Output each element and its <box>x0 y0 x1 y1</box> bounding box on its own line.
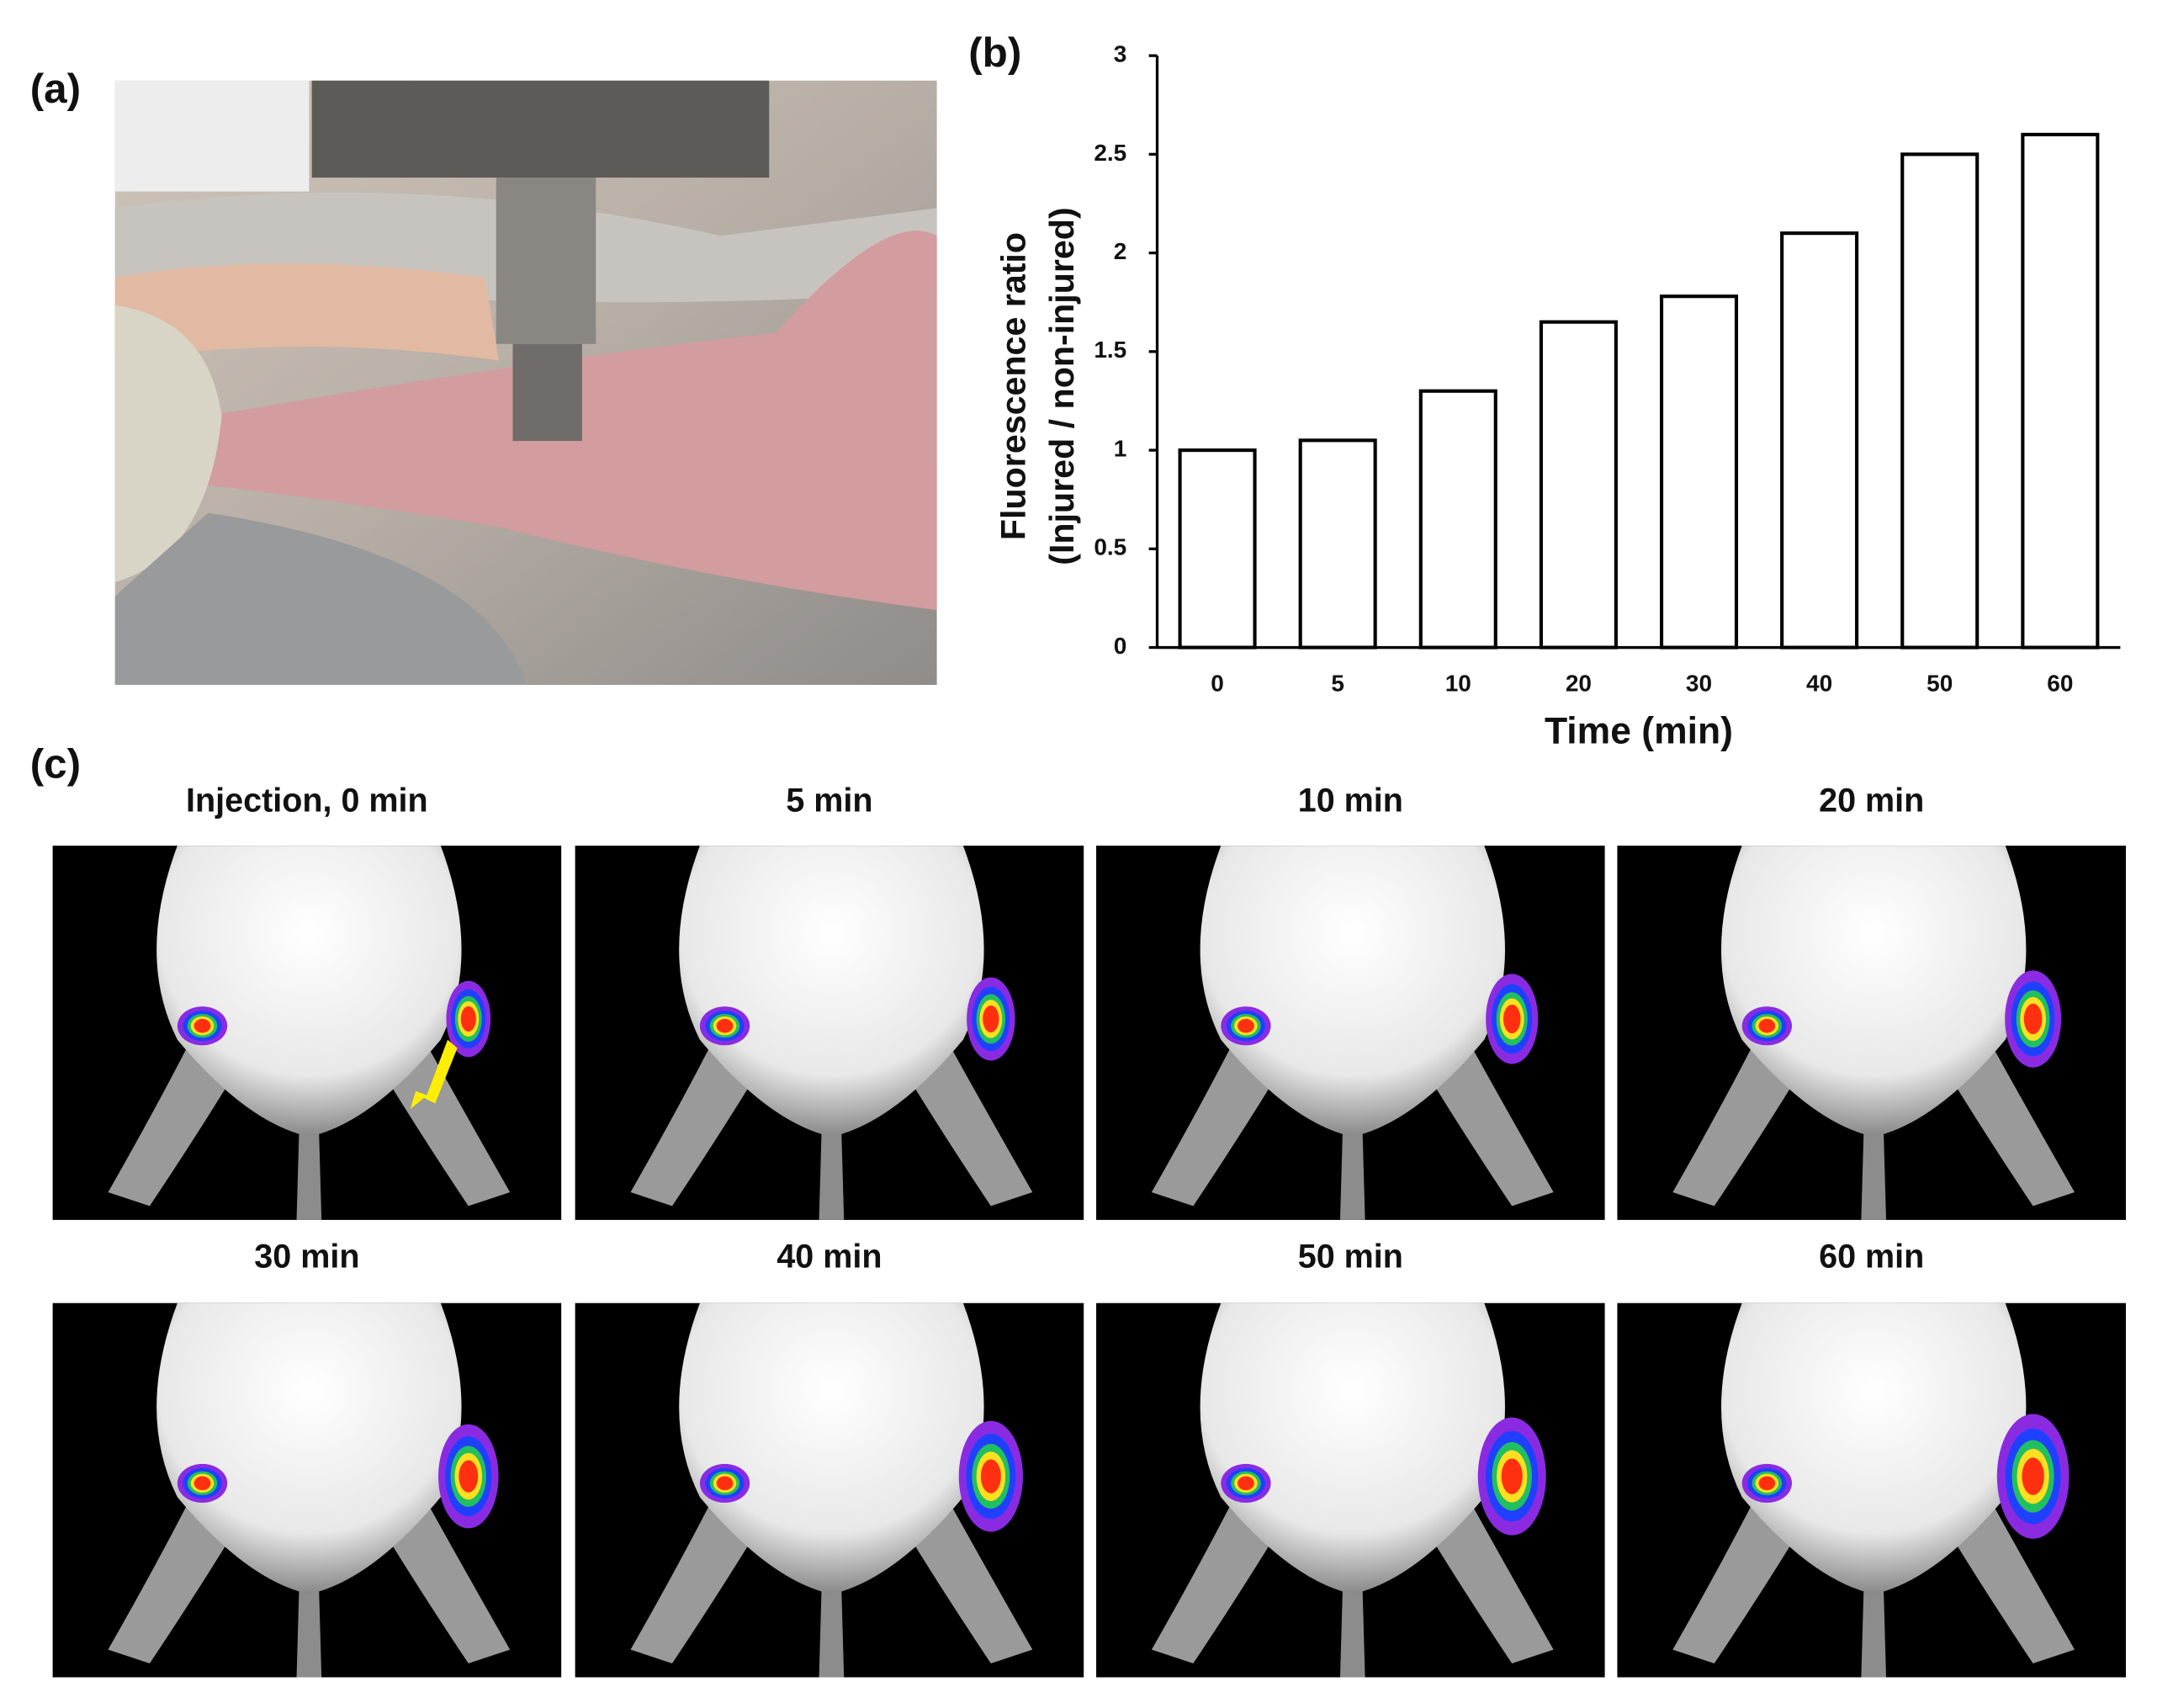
image-caption: 10 min <box>1298 782 1403 819</box>
signal <box>980 1459 1001 1493</box>
tail <box>1861 1122 1887 1220</box>
y-axis-title: Fluorescence ratio <box>994 232 1032 540</box>
tail <box>819 1122 845 1220</box>
x-tick-label: 30 <box>1686 670 1712 696</box>
signal <box>1238 1476 1254 1491</box>
image-grid: Injection, 0 min 5 min 10 min 20 min 30 min 4… <box>52 782 2126 1678</box>
x-tick-label: 0 <box>1211 670 1224 696</box>
tail <box>296 1580 322 1678</box>
arrow <box>410 1039 458 1110</box>
tail <box>1339 1580 1365 1678</box>
y-tick-label: 3 <box>1114 41 1127 67</box>
signal <box>1503 1004 1521 1034</box>
image-caption: 20 min <box>1819 782 1924 819</box>
body <box>1720 1302 2027 1594</box>
signal <box>1238 1019 1254 1033</box>
body <box>679 846 984 1138</box>
fluorescence-image <box>52 846 562 1220</box>
bar <box>1900 152 1980 650</box>
image-caption: 40 min <box>776 1238 882 1275</box>
bar <box>1178 448 1257 650</box>
y-tick-label: 2.5 <box>1094 140 1126 166</box>
x-tick-label: 5 <box>1331 670 1344 696</box>
x-tick-label: 20 <box>1566 670 1592 696</box>
bar <box>2021 132 2100 650</box>
tail <box>1861 1580 1887 1678</box>
signal <box>716 1019 734 1033</box>
signal <box>193 1019 211 1033</box>
bar <box>1659 294 1739 650</box>
x-tick-label: 60 <box>2047 670 2073 696</box>
x-tick-label: 50 <box>1927 670 1953 696</box>
body <box>1200 1302 1505 1594</box>
signal <box>983 1005 999 1033</box>
fluorescence-image <box>52 1302 562 1678</box>
tail <box>296 1122 322 1220</box>
fluorescence-image <box>575 846 1084 1220</box>
y-tick-label: 1.5 <box>1094 337 1126 363</box>
signal <box>1758 1476 1776 1491</box>
signal <box>458 1460 479 1493</box>
body <box>1200 846 1505 1138</box>
image-caption: Injection, 0 min <box>186 782 428 819</box>
signal <box>716 1476 734 1491</box>
bar <box>1298 438 1377 650</box>
fluorescence-image <box>1096 846 1605 1220</box>
fluorescence-image <box>1617 846 2126 1220</box>
signal <box>2022 1457 2044 1495</box>
x-axis-title: Time (min) <box>1545 710 1733 751</box>
panel-label: (a) <box>30 66 81 112</box>
signal <box>460 1005 476 1032</box>
x-tick-label: 10 <box>1445 670 1471 696</box>
image-caption: 30 min <box>254 1238 359 1275</box>
tail <box>819 1580 845 1678</box>
signal <box>1501 1458 1523 1494</box>
y-tick-label: 1 <box>1114 435 1127 461</box>
body <box>156 846 462 1138</box>
y-tick-label: 0 <box>1114 633 1127 659</box>
photo <box>114 80 937 686</box>
panel-label: (c) <box>30 740 81 787</box>
fluorescence-image <box>1096 1302 1605 1678</box>
image-caption: 50 min <box>1298 1238 1403 1275</box>
bar <box>1539 320 1618 650</box>
image-caption: 60 min <box>1819 1238 1924 1275</box>
signal <box>1758 1019 1776 1033</box>
body <box>1720 846 2027 1138</box>
tail <box>1339 1122 1365 1220</box>
body <box>679 1302 984 1594</box>
bar <box>1780 231 1859 650</box>
x-tick-label: 40 <box>1806 670 1832 696</box>
fluorescence-image <box>1617 1302 2126 1678</box>
signal <box>2023 1003 2043 1035</box>
y-tick-label: 0.5 <box>1094 534 1126 560</box>
y-tick-label: 2 <box>1114 238 1127 264</box>
signal <box>193 1476 211 1491</box>
image-caption: 5 min <box>786 782 872 819</box>
bar <box>1418 389 1497 650</box>
body <box>156 1302 462 1594</box>
y-axis-title: (Injured / non-injured) <box>1042 207 1081 565</box>
fluorescence-image <box>575 1302 1084 1678</box>
panel-label: (b) <box>968 29 1021 76</box>
